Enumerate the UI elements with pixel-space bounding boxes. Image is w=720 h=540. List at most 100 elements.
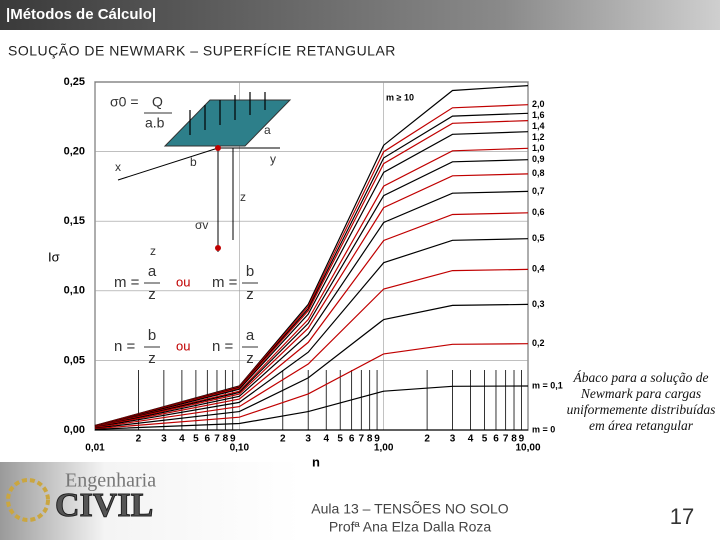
y-tick-label: 0,05 (64, 354, 85, 366)
legend-label: 0,2 (532, 338, 545, 348)
legend-label: 1,4 (532, 121, 545, 131)
series-line (94, 343, 529, 430)
formula-lhs: m = (114, 274, 140, 291)
legend-label: 0,4 (532, 264, 545, 274)
legend-label: 1,2 (532, 132, 545, 142)
formula-or: ou (176, 274, 190, 289)
label-x: x (115, 160, 121, 174)
legend-label: 0,8 (532, 168, 545, 178)
formula-lhs: n = (114, 338, 136, 355)
x-tick-label: 2 (136, 434, 142, 445)
page-number: 17 (670, 504, 694, 529)
header-bar (0, 0, 720, 30)
load-arrows (189, 92, 266, 135)
legend-label: 1,0 (532, 143, 545, 153)
x-tick-label: 6 (493, 434, 499, 445)
formula-or: ou (176, 338, 190, 353)
label-b: b (190, 155, 197, 169)
legend-label: m = 0 (532, 424, 555, 434)
series-line (94, 147, 529, 427)
x-tick-label: 7 (359, 434, 365, 445)
y-tick-label: 0,20 (64, 146, 85, 158)
label-z: z (240, 190, 246, 204)
legend-label: 0,3 (532, 299, 545, 309)
series-line (94, 104, 529, 427)
formula-num: b (246, 263, 254, 280)
legend-label: 0,6 (532, 207, 545, 217)
footer-teacher: Profª Ana Elza Dalla Roza (329, 519, 492, 535)
label-z: z (150, 244, 156, 258)
footer-band (0, 462, 300, 540)
legend-label: 0,5 (532, 233, 545, 243)
series-line (94, 190, 529, 428)
series-line (94, 120, 529, 427)
legend-label: 0,9 (532, 154, 545, 164)
series-line (94, 212, 529, 428)
y-tick-label: 0,15 (64, 215, 85, 227)
x-tick-label: 9 (374, 434, 380, 445)
plot: 0,000,050,100,150,200,250,012 3 4 5 6 7 8 90,10… (48, 76, 563, 470)
header-title: |Métodos de Cálculo| (6, 6, 156, 23)
origin-point (215, 145, 221, 151)
series-line (94, 238, 529, 428)
x-tick-label: 5 (337, 434, 343, 445)
formula-lhs: m = (212, 274, 238, 291)
x-tick-label: 9 (519, 434, 525, 445)
formula-den: z (148, 286, 156, 303)
x-tick-label: 0,10 (230, 443, 250, 454)
logo-top: Engenharia (65, 470, 156, 492)
x-tick-label: 3 (305, 434, 311, 445)
y-axis-label: Iσ (48, 249, 60, 264)
y-tick-label: 0,00 (64, 424, 85, 436)
formula-den: z (148, 350, 156, 367)
formula-lhs: n = (212, 338, 234, 355)
formula-num: a (148, 263, 157, 280)
legend-label: m ≥ 10 (386, 92, 414, 102)
legend-label: 2,0 (532, 99, 545, 109)
label-y: y (270, 152, 276, 166)
x-tick-label: 2 (424, 434, 430, 445)
series-line (94, 173, 529, 427)
x-tick-label: 7 (503, 434, 509, 445)
label-sigma-v: σv (195, 218, 208, 232)
x-tick-label: 4 (323, 434, 329, 445)
series-line (94, 303, 529, 429)
formula: σ0 = (110, 94, 139, 110)
x-tick-label: 1,00 (374, 443, 394, 454)
logo-gear (6, 478, 50, 522)
x-tick-label: 0,01 (85, 443, 105, 454)
caption: Ábaco para a solução de Newmark para car… (566, 370, 716, 433)
formula-num: b (148, 327, 156, 344)
formula-den: a.b (145, 115, 165, 131)
point (215, 245, 221, 251)
x-tick-label: 6 (349, 434, 355, 445)
series-line (94, 131, 529, 427)
x-tick-label: 5 (482, 434, 488, 445)
series-line (94, 85, 529, 427)
x-tick-label: 3 (161, 434, 167, 445)
formula-den: z (246, 350, 254, 367)
x-tick-label: 9 (230, 434, 236, 445)
x-tick-label: 5 (193, 434, 199, 445)
x-tick-label: 2 (280, 434, 286, 445)
formula-den: z (246, 286, 254, 303)
slide-subtitle: SOLUÇÃO DE NEWMARK – SUPERFÍCIE RETANGUL… (8, 43, 396, 59)
x-tick-label: 8 (511, 434, 517, 445)
x-tick-label: 10,00 (515, 443, 540, 454)
logo-main: CIVIL (55, 487, 153, 524)
series-line (94, 385, 529, 430)
series-line (94, 268, 529, 429)
formula-num: Q (152, 94, 163, 110)
legend-label: m = 0,1 (532, 380, 563, 390)
x-tick-label: 7 (214, 434, 220, 445)
legend-label: 0,7 (532, 186, 545, 196)
x-tick-label: 4 (179, 434, 185, 445)
x-axis-label: n (312, 454, 320, 469)
x-tick-label: 6 (205, 434, 211, 445)
series-line (94, 159, 529, 427)
legend-label: 1,6 (532, 110, 545, 120)
x-tick-label: 3 (450, 434, 456, 445)
